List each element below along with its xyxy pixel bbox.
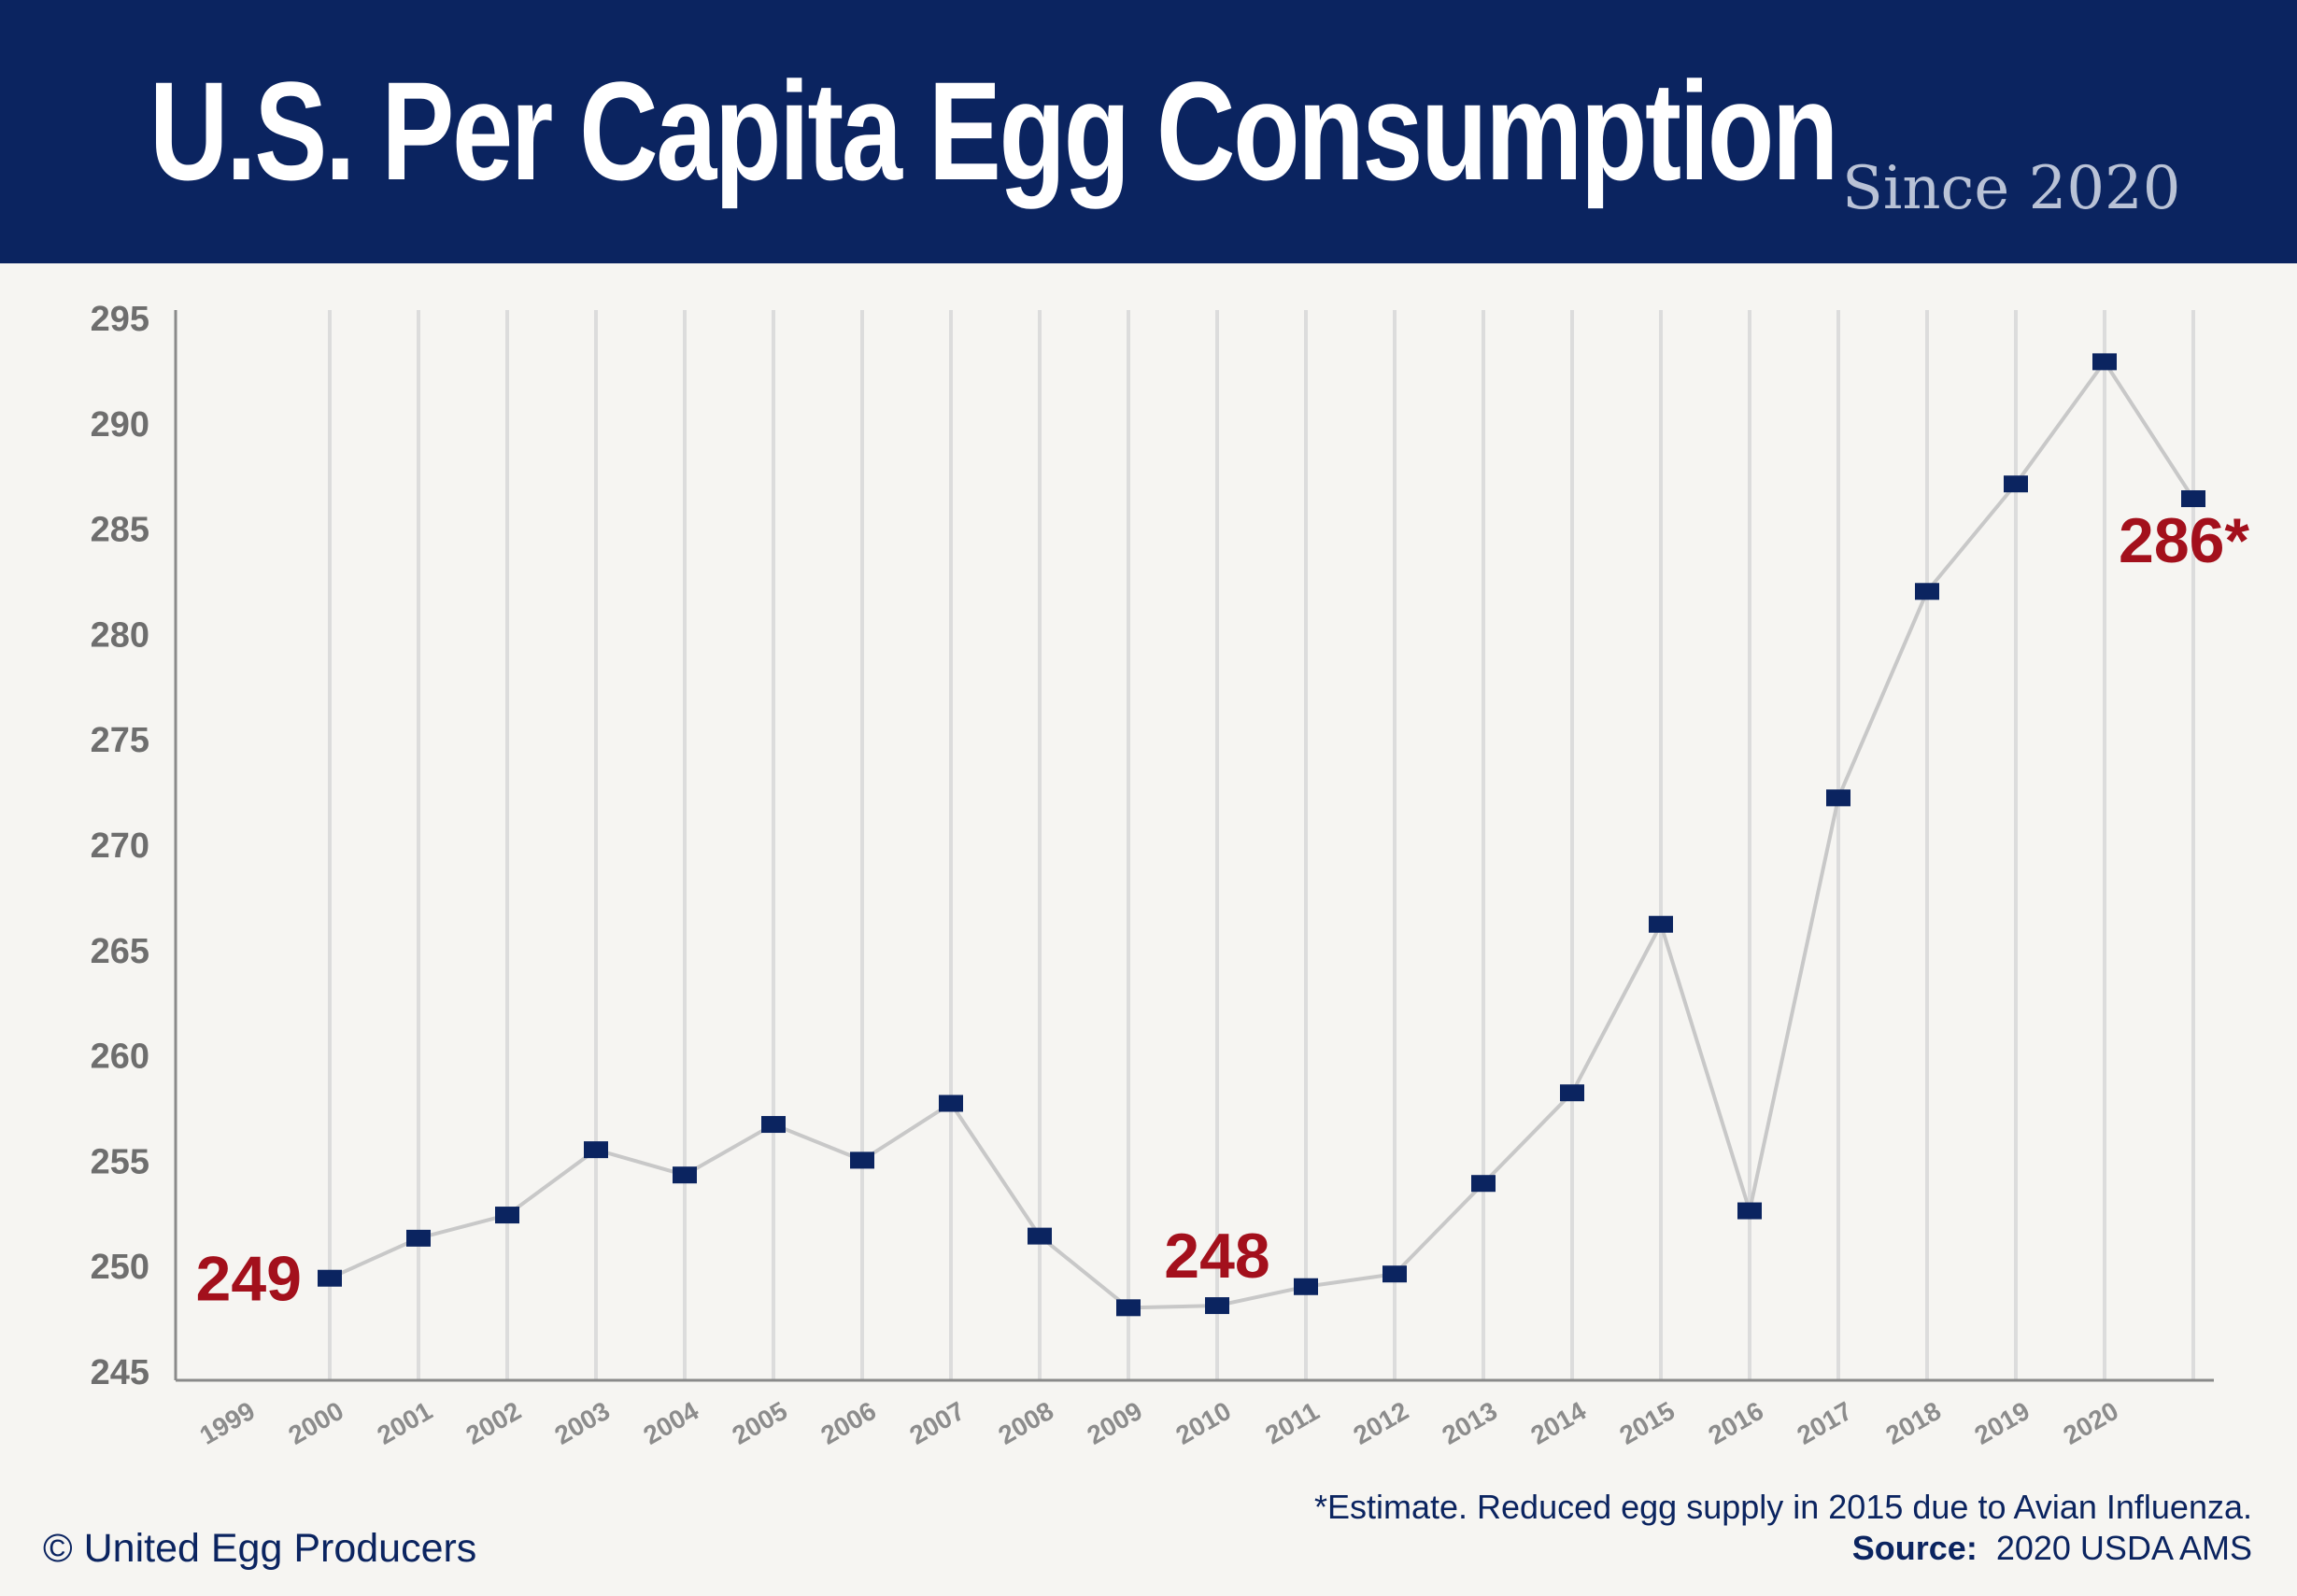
chart-subtitle: Since 2020 — [1842, 154, 2181, 223]
data-point-marker — [1471, 1175, 1496, 1193]
data-markers — [318, 353, 2205, 1317]
x-tick-label: 2005 — [728, 1396, 792, 1450]
y-axis-ticks: 295 290 285 280 275 270 265 260 255 250 245 — [91, 300, 149, 1392]
data-point-marker — [495, 1207, 519, 1224]
series-line — [329, 358, 2195, 1310]
data-point-marker — [1737, 1202, 1762, 1220]
x-tick-label: 2015 — [1615, 1396, 1680, 1450]
data-point-marker — [850, 1151, 874, 1169]
x-tick-label: 2016 — [1704, 1396, 1768, 1450]
y-tick-label: 265 — [91, 932, 149, 971]
y-tick-label: 290 — [91, 405, 149, 445]
data-point-marker — [1382, 1265, 1407, 1283]
data-point-marker — [1028, 1227, 1052, 1245]
x-tick-label: 2013 — [1438, 1396, 1502, 1450]
y-tick-label: 245 — [91, 1353, 149, 1392]
x-tick-label: 2020 — [2059, 1396, 2123, 1450]
x-tick-label: 2011 — [1260, 1396, 1324, 1449]
data-point-marker — [318, 1269, 342, 1287]
y-tick-label: 295 — [91, 300, 149, 339]
data-point-marker — [1915, 583, 1939, 600]
x-tick-label: 2017 — [1793, 1396, 1857, 1450]
y-tick-label: 270 — [91, 826, 149, 866]
x-tick-label: 2003 — [550, 1396, 615, 1450]
y-tick-label: 260 — [91, 1038, 149, 1077]
x-tick-label: 2001 — [373, 1396, 437, 1450]
data-point-marker — [2181, 490, 2205, 508]
x-axis-ticks: 1999 2000 2001 2002 2003 2004 2005 2006 2007 2008… — [195, 1396, 2123, 1450]
x-tick-label: 2012 — [1349, 1396, 1413, 1450]
data-label: 249 — [196, 1244, 302, 1315]
source-label: Source: — [1851, 1529, 1978, 1567]
gridlines — [328, 310, 2195, 1380]
x-tick-label: 2009 — [1083, 1396, 1147, 1450]
x-tick-label: 2019 — [1970, 1396, 2035, 1450]
data-point-marker — [939, 1095, 963, 1112]
data-point-marker — [2092, 353, 2117, 371]
data-point-marker — [2004, 475, 2028, 493]
data-point-marker — [1205, 1297, 1229, 1315]
data-point-marker — [1560, 1084, 1584, 1102]
data-point-marker — [673, 1166, 697, 1184]
x-tick-label: 2010 — [1171, 1396, 1236, 1450]
data-point-marker — [1294, 1278, 1318, 1295]
x-tick-label: 2004 — [639, 1396, 704, 1450]
data-label: 286* — [2119, 505, 2249, 576]
x-tick-label: 2007 — [905, 1396, 970, 1450]
data-point-marker — [1116, 1299, 1141, 1317]
source-line: Source: 2020 USDA AMS — [1852, 1528, 2252, 1569]
x-tick-label: 2014 — [1526, 1396, 1592, 1450]
axes — [174, 310, 2214, 1382]
chart-title: U.S. Per Capita Egg Consumption — [149, 52, 1838, 209]
header-banner: U.S. Per Capita Egg Consumption Since 20… — [0, 0, 2297, 263]
estimate-note: *Estimate. Reduced egg supply in 2015 du… — [1313, 1488, 2252, 1526]
data-point-marker — [1649, 915, 1673, 933]
x-tick-label: 1999 — [195, 1396, 260, 1450]
x-tick-label: 2008 — [994, 1396, 1058, 1450]
data-label: 248 — [1164, 1221, 1269, 1292]
data-point-marker — [584, 1141, 608, 1159]
data-annotations: 249 248 286* — [196, 505, 2250, 1315]
x-tick-label: 2006 — [816, 1396, 881, 1450]
y-tick-label: 275 — [91, 721, 149, 760]
data-point-marker — [1826, 789, 1850, 807]
x-tick-label: 2002 — [461, 1396, 526, 1450]
x-tick-label: 2018 — [1881, 1396, 1946, 1450]
y-tick-label: 250 — [91, 1248, 149, 1287]
y-tick-label: 255 — [91, 1142, 149, 1181]
copyright-text: © United Egg Producers — [43, 1526, 477, 1571]
y-tick-label: 280 — [91, 615, 149, 655]
x-tick-label: 2000 — [284, 1396, 348, 1450]
line-chart: 295 290 285 280 275 270 265 260 255 250 245 1999 20… — [91, 300, 2250, 1450]
y-tick-label: 285 — [91, 511, 149, 550]
data-point-marker — [761, 1116, 786, 1134]
series-polyline — [329, 358, 2195, 1310]
source-value: 2020 USDA AMS — [1995, 1529, 2252, 1567]
data-point-marker — [406, 1229, 431, 1247]
